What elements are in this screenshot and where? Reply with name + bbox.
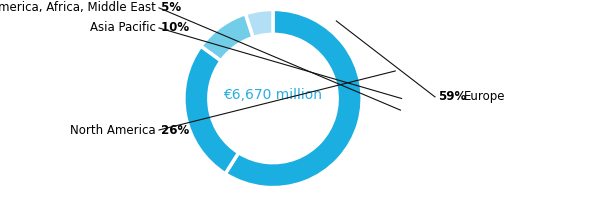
Text: 5%: 5% <box>157 1 181 14</box>
Text: 10%: 10% <box>157 21 190 34</box>
Wedge shape <box>245 9 273 37</box>
Text: 59%: 59% <box>438 90 466 103</box>
Text: South America, Africa, Middle East: South America, Africa, Middle East <box>0 1 156 14</box>
Text: Asia Pacific: Asia Pacific <box>90 21 156 34</box>
Wedge shape <box>225 9 362 188</box>
Wedge shape <box>184 46 239 174</box>
Text: North America: North America <box>70 124 156 137</box>
Text: 26%: 26% <box>157 124 190 137</box>
Text: €6,670 million: €6,670 million <box>224 88 323 102</box>
Wedge shape <box>201 14 253 61</box>
Text: Europe: Europe <box>464 90 505 103</box>
